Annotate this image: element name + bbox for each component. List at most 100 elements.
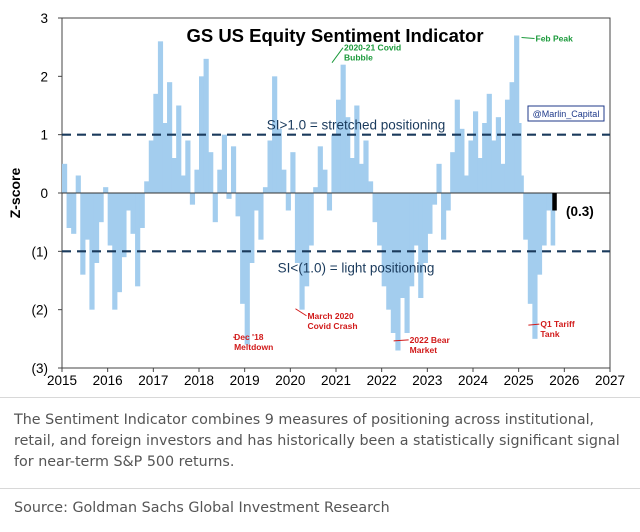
data-point-bar xyxy=(189,193,196,205)
data-point-bar xyxy=(422,193,428,263)
data-point-bar xyxy=(520,175,524,193)
data-point-bar xyxy=(354,105,360,193)
data-point-bar xyxy=(358,163,364,193)
data-point-bar xyxy=(203,58,209,193)
data-point-bar xyxy=(395,193,401,351)
data-point-bar xyxy=(194,169,200,193)
data-point-bar xyxy=(71,193,77,234)
data-point-bar xyxy=(267,140,273,193)
annotation-label: Q1 Tariff Tank xyxy=(540,319,574,339)
data-point-bar xyxy=(89,193,95,310)
x-tick-label: 2024 xyxy=(458,373,489,388)
data-point-bar xyxy=(536,193,543,275)
data-point-bar xyxy=(340,64,346,193)
x-tick-label: 2023 xyxy=(412,373,442,388)
data-point-bar xyxy=(157,41,164,193)
x-axis-ticks: 2015 2016 2017 2018 2019 2020 2021 2022 2023 2024… xyxy=(47,368,625,388)
annotation-arrow xyxy=(331,47,344,63)
annotation-line: Q1 Tariff xyxy=(540,319,574,329)
annotation-arrow xyxy=(521,37,535,39)
data-point-bar xyxy=(399,193,406,298)
data-point-bar xyxy=(171,158,177,193)
reference-lines: SI>1.0 = stretched positioning SI<(1.0) =… xyxy=(62,118,610,275)
data-point-bar xyxy=(477,158,483,193)
data-point-bar xyxy=(116,193,122,293)
x-tick-label: 2015 xyxy=(47,373,77,388)
y-axis-ticks: 3 2 1 0 (1) (2) (3) xyxy=(32,11,62,376)
x-tick-label: 2022 xyxy=(367,373,397,388)
data-point-bar xyxy=(244,193,250,345)
data-point-bar xyxy=(221,134,227,193)
data-point-bar xyxy=(413,193,419,246)
data-point-bar xyxy=(541,193,547,246)
source-note: Source: Goldman Sachs Global Investment … xyxy=(14,500,390,516)
x-tick-label: 2027 xyxy=(595,373,625,388)
data-point-bar xyxy=(80,193,86,275)
annotation-line: March 2020 xyxy=(307,311,354,321)
data-point-bar xyxy=(454,99,460,193)
annotation-arrow xyxy=(295,308,307,317)
data-point-bar xyxy=(235,193,241,217)
data-point-bar xyxy=(349,158,355,193)
data-point-bar xyxy=(509,82,515,193)
data-point-bar xyxy=(208,152,214,193)
data-point-bar xyxy=(473,111,479,193)
data-point-bar xyxy=(258,193,264,240)
data-point-bar xyxy=(331,134,337,193)
chart-title: GS US Equity Sentiment Indicator xyxy=(186,25,483,46)
data-point-bar xyxy=(167,82,173,193)
data-point-bar xyxy=(304,193,310,287)
x-tick-label: 2018 xyxy=(184,373,214,388)
data-point-bar xyxy=(62,163,68,193)
data-point-bar xyxy=(427,193,433,234)
data-point-bar xyxy=(135,193,141,287)
data-point-bar xyxy=(107,193,113,246)
data-point-bar xyxy=(527,193,533,304)
latest-label: (0.3) xyxy=(566,204,594,219)
data-point-bar xyxy=(486,93,492,193)
x-tick-label: 2020 xyxy=(275,373,305,388)
data-point-bar xyxy=(308,193,314,246)
data-point-bar xyxy=(98,193,104,223)
y-tick-label: 3 xyxy=(40,11,48,26)
y-tick-label: (3) xyxy=(32,361,49,376)
annotation-line: 2020-21 Covid xyxy=(344,43,401,53)
x-tick-label: 2019 xyxy=(230,373,260,388)
data-point-bar xyxy=(103,187,109,193)
data-point-bar xyxy=(445,193,451,211)
annotation-label: March 2020 Covid Crash xyxy=(307,311,357,331)
caption: The Sentiment Indicator combines 9 measu… xyxy=(14,412,620,470)
data-point-bar xyxy=(404,193,410,333)
annotation-line: Meltdown xyxy=(234,342,273,352)
data-point-bar xyxy=(459,128,465,193)
annotation-line: Market xyxy=(410,345,438,355)
x-tick-label: 2016 xyxy=(93,373,123,388)
data-point-bar xyxy=(121,193,127,258)
data-point-bar xyxy=(468,140,474,193)
watermark: @Marlin_Capital xyxy=(533,109,600,119)
data-point-bar xyxy=(518,123,522,193)
data-point-bar xyxy=(523,193,529,240)
data-point-bar xyxy=(281,169,287,193)
y-tick-label: 0 xyxy=(40,186,48,201)
x-tick-label: 2026 xyxy=(549,373,579,388)
data-point-bar xyxy=(249,193,255,263)
annotation-line: Covid Crash xyxy=(307,321,357,331)
data-point-bar xyxy=(162,123,168,193)
data-point-bar xyxy=(381,193,387,287)
data-point-bar xyxy=(153,93,159,193)
annotation-label: 2020-21 Covid Bubble xyxy=(344,43,401,63)
annotation-line: 2022 Bear xyxy=(410,335,451,345)
data-point-bar xyxy=(326,193,333,211)
data-point-bar xyxy=(144,181,150,193)
data-point-bar xyxy=(66,193,72,228)
x-tick-label: 2017 xyxy=(138,373,168,388)
data-point-bar xyxy=(185,140,191,193)
data-point-bar xyxy=(418,193,424,298)
latest-reading-bar xyxy=(552,193,557,211)
data-point-bar xyxy=(262,187,269,193)
data-point-bar xyxy=(386,193,392,310)
annotation-label: Dec '18 Meltdown xyxy=(234,332,273,352)
data-point-bar xyxy=(84,193,90,240)
data-point-bar xyxy=(336,99,342,193)
